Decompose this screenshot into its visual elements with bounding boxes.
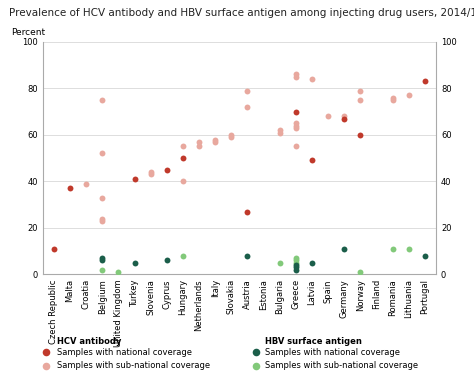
Point <box>389 94 396 101</box>
Point <box>99 195 106 201</box>
Point <box>276 127 283 133</box>
Point <box>195 143 203 149</box>
Point <box>405 246 412 252</box>
Point <box>340 113 348 119</box>
Point <box>356 97 364 103</box>
Point <box>292 123 300 129</box>
Point <box>99 97 106 103</box>
Point <box>42 349 49 355</box>
Point <box>42 363 49 369</box>
Point <box>340 246 348 252</box>
Point <box>308 76 316 82</box>
Point <box>292 143 300 149</box>
Point <box>252 363 260 369</box>
Point <box>179 178 187 184</box>
Point <box>324 113 332 119</box>
Point <box>244 88 251 94</box>
Point <box>389 97 396 103</box>
Point <box>252 349 260 355</box>
Point <box>292 255 300 261</box>
Point <box>115 269 122 275</box>
Point <box>276 260 283 266</box>
Text: Samples with sub-national coverage: Samples with sub-national coverage <box>265 361 419 370</box>
Point <box>228 134 235 140</box>
Point <box>147 169 155 175</box>
Point <box>163 257 171 263</box>
Point <box>163 166 171 173</box>
Point <box>292 125 300 131</box>
Point <box>99 218 106 224</box>
Point <box>50 246 58 252</box>
Text: HBV surface antigen: HBV surface antigen <box>265 337 362 346</box>
Point <box>244 104 251 110</box>
Point <box>292 262 300 268</box>
Point <box>131 176 138 182</box>
Point <box>195 139 203 145</box>
Text: HCV antibody: HCV antibody <box>57 337 121 346</box>
Text: Percent: Percent <box>11 28 46 37</box>
Point <box>66 185 74 191</box>
Point <box>179 155 187 161</box>
Point <box>292 71 300 77</box>
Point <box>82 181 90 187</box>
Point <box>147 171 155 178</box>
Text: Samples with national coverage: Samples with national coverage <box>265 348 401 357</box>
Point <box>179 253 187 259</box>
Point <box>292 267 300 273</box>
Point <box>421 253 428 259</box>
Point <box>292 257 300 263</box>
Point <box>179 143 187 149</box>
Point <box>292 264 300 271</box>
Point <box>211 139 219 145</box>
Point <box>308 260 316 266</box>
Point <box>99 257 106 263</box>
Point <box>276 130 283 136</box>
Point <box>292 260 300 266</box>
Point <box>356 269 364 275</box>
Point <box>292 74 300 80</box>
Point <box>228 132 235 138</box>
Point <box>356 88 364 94</box>
Text: Prevalence of HCV antibody and HBV surface antigen among injecting drug users, 2: Prevalence of HCV antibody and HBV surfa… <box>9 8 474 18</box>
Point <box>389 246 396 252</box>
Point <box>340 115 348 122</box>
Point <box>356 132 364 138</box>
Point <box>308 157 316 163</box>
Point <box>99 216 106 222</box>
Text: Samples with sub-national coverage: Samples with sub-national coverage <box>57 361 210 370</box>
Point <box>99 255 106 261</box>
Point <box>131 260 138 266</box>
Point <box>292 109 300 115</box>
Point <box>211 136 219 142</box>
Point <box>99 267 106 273</box>
Point <box>244 208 251 215</box>
Point <box>244 253 251 259</box>
Point <box>421 78 428 85</box>
Point <box>292 120 300 126</box>
Text: Samples with national coverage: Samples with national coverage <box>57 348 192 357</box>
Point <box>99 150 106 157</box>
Point <box>405 92 412 98</box>
